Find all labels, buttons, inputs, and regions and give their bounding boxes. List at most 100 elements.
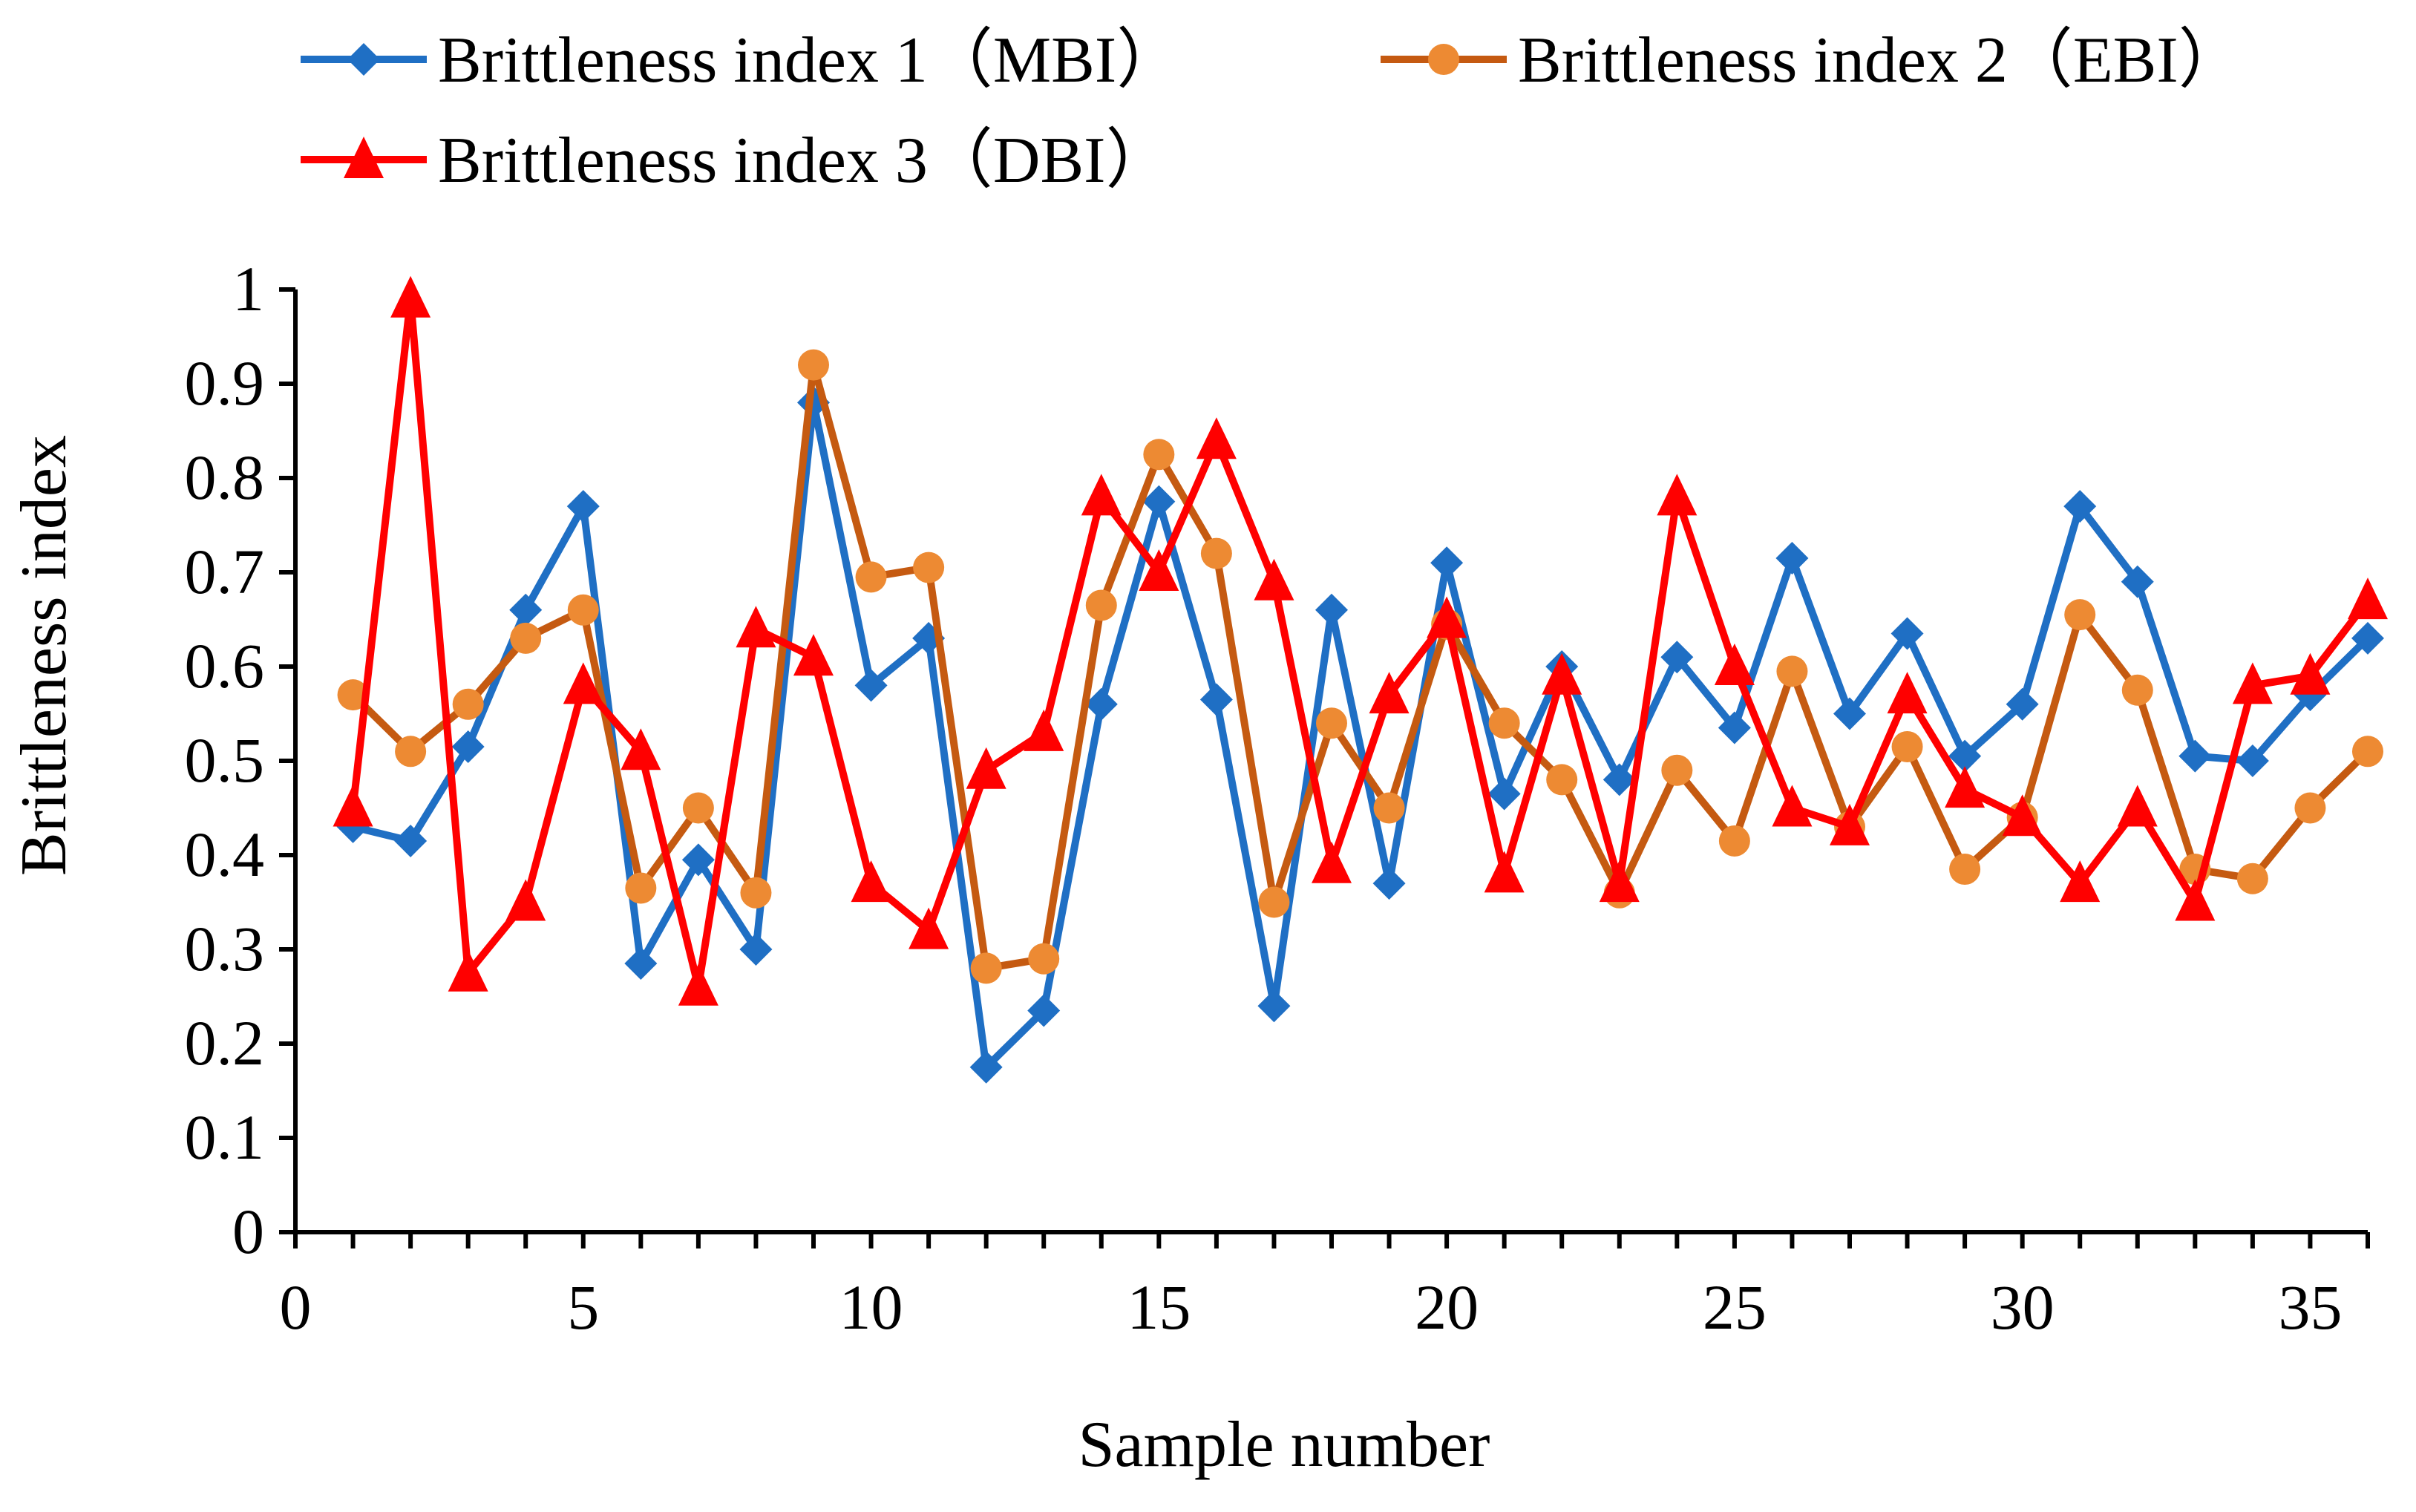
- plot-area: [333, 275, 2388, 1084]
- series-1-point: [1372, 867, 1406, 900]
- series-1-point: [681, 843, 715, 877]
- series-2-point: [740, 877, 772, 909]
- series-3-point: [1772, 785, 1813, 827]
- legend-label-mbi: Brittleness index 1（MBI）: [438, 24, 1182, 96]
- series-3-point: [1312, 841, 1352, 883]
- y-tick-label: 0.9: [185, 347, 265, 419]
- series-1-point: [1775, 541, 1809, 575]
- series-2-point: [1891, 730, 1923, 762]
- series-1-point: [624, 947, 658, 981]
- series-2-point: [855, 561, 887, 593]
- series-2-point: [395, 736, 427, 768]
- x-tick-label: 25: [1703, 1272, 1767, 1343]
- series-3-point: [1599, 860, 1640, 903]
- series-3-point: [2290, 652, 2331, 695]
- y-tick-label: 0.1: [185, 1102, 265, 1173]
- legend-entry-dbi[interactable]: Brittleness index 3（DBI）: [301, 125, 1171, 197]
- y-tick-label: 0.7: [185, 536, 265, 607]
- tick-labels: 00.10.20.30.40.50.60.70.80.910 5 10 15 20 25 3…: [185, 253, 2343, 1343]
- series-2-point: [1546, 764, 1578, 796]
- legend-marker-ebi: [1428, 44, 1459, 75]
- series-3-point: [1657, 474, 1698, 516]
- series-2-point: [1316, 707, 1347, 739]
- series-2-point: [1661, 754, 1693, 786]
- series-1-point: [2006, 687, 2039, 721]
- series-3-point: [448, 949, 488, 992]
- series-3-point: [1945, 766, 1985, 808]
- series-3-point: [563, 662, 603, 704]
- series-1-point: [2236, 744, 2269, 777]
- y-tick-label: 0.5: [185, 724, 265, 796]
- series-1-point: [1257, 989, 1291, 1023]
- y-tick-label: 0.2: [185, 1007, 265, 1079]
- series-1: [336, 386, 2384, 1084]
- series-3-point: [1369, 672, 1410, 714]
- series-3-point: [2175, 879, 2216, 921]
- series-2-point: [682, 792, 714, 824]
- y-axis-title: Brittleness index: [8, 435, 80, 876]
- x-tick-label: 10: [839, 1272, 903, 1343]
- series-1-point: [1487, 777, 1521, 811]
- series-2-point: [2294, 792, 2326, 824]
- x-tick-label: 35: [2278, 1272, 2342, 1343]
- series-1-point: [2121, 565, 2154, 598]
- series-2-point: [1258, 886, 1290, 918]
- series-2-point: [2064, 599, 2096, 631]
- series-2-point: [625, 872, 657, 904]
- series-2-point: [1373, 792, 1405, 824]
- series-2-point: [1028, 943, 1060, 975]
- series-1-line: [349, 399, 2371, 1071]
- series-3-point: [390, 275, 431, 318]
- series-1-point: [1027, 994, 1061, 1027]
- series-1-point: [1084, 687, 1118, 721]
- series-3-point: [793, 634, 834, 676]
- series-1-point: [2178, 739, 2212, 773]
- series-3-point: [1887, 672, 1928, 714]
- y-tick-label: 1: [232, 253, 264, 324]
- series-2-point: [1143, 439, 1175, 471]
- series-2-point: [970, 952, 1002, 984]
- legend-marker-shape: [1428, 44, 1459, 75]
- series-1-point: [1948, 739, 1982, 773]
- series-1-point: [1430, 546, 1464, 580]
- series-1-point: [2351, 621, 2384, 655]
- series-3-point: [1081, 474, 1122, 516]
- series-2-point: [510, 622, 542, 654]
- series-1-point: [1142, 485, 1176, 518]
- series-2-point: [1718, 825, 1750, 857]
- series-3-point: [1714, 644, 1755, 685]
- series-3-point: [2117, 785, 2158, 827]
- series-3-point: [333, 785, 373, 827]
- series-2-point: [2236, 863, 2268, 894]
- series-1-point: [2063, 490, 2097, 523]
- series-3-point: [1830, 803, 1870, 845]
- series-3-point: [736, 606, 776, 648]
- series-2-point: [1488, 707, 1520, 739]
- x-tick-label: 5: [567, 1272, 599, 1343]
- series-2-point: [1200, 537, 1232, 569]
- series-1-point: [1660, 641, 1694, 674]
- series-2-point: [567, 594, 599, 626]
- y-tick-label: 0.8: [185, 442, 265, 513]
- legend-entry-ebi[interactable]: Brittleness index 2（EBI）: [1381, 24, 2244, 96]
- x-axis-title: Sample number: [1078, 1409, 1490, 1481]
- series-1-point: [1603, 763, 1636, 796]
- y-tick-label: 0: [232, 1196, 264, 1267]
- legend-marker-mbi: [347, 43, 380, 76]
- series-3-point: [966, 747, 1006, 789]
- series-1-point: [1833, 697, 1866, 730]
- series-3-point: [1542, 652, 1582, 695]
- x-tick-label: 15: [1127, 1272, 1191, 1343]
- series-1-point: [1315, 593, 1348, 626]
- series-2-point: [337, 679, 369, 711]
- series-3-point: [2348, 577, 2388, 620]
- series-3-point: [2232, 662, 2273, 704]
- legend-entry-mbi[interactable]: Brittleness index 1（MBI）: [301, 24, 1182, 96]
- series-3-point: [1196, 417, 1237, 459]
- series-2-point: [1776, 655, 1808, 687]
- series-1-point: [969, 1050, 1003, 1084]
- series-2-line: [349, 361, 2371, 972]
- y-tick-label: 0.4: [185, 819, 265, 890]
- legend: Brittleness index 1（MBI） Brittleness ind…: [301, 24, 2244, 197]
- axes: [279, 287, 2370, 1248]
